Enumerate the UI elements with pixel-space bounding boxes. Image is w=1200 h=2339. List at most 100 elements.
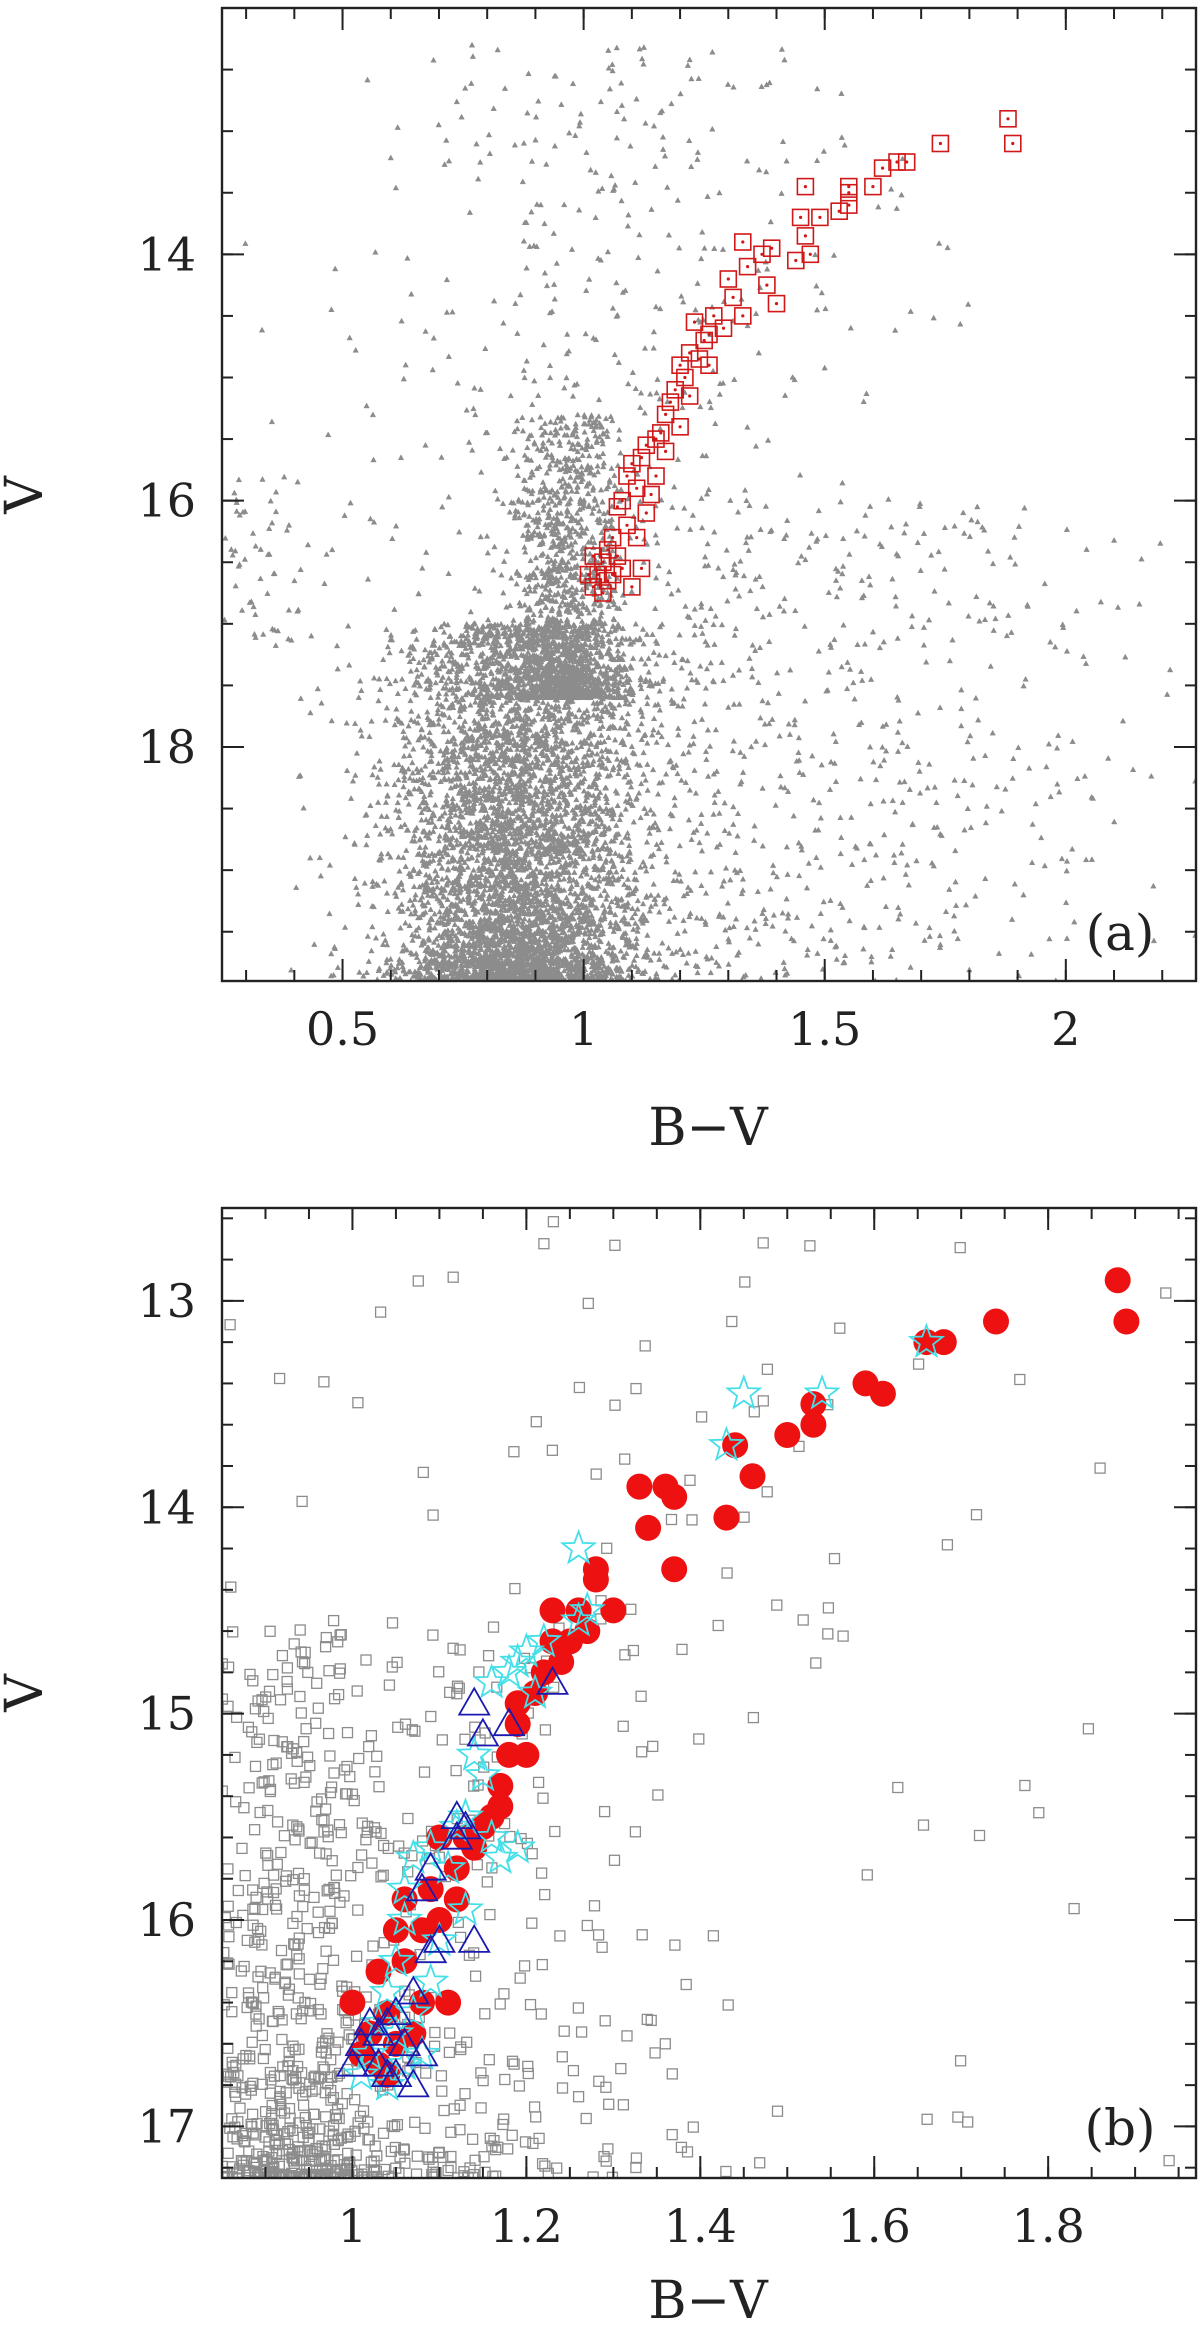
field-star-point: [581, 788, 586, 793]
field-star-point: [648, 893, 653, 898]
field-star-point: [635, 898, 640, 903]
field-star-point: [354, 750, 359, 755]
field-star-point: [458, 769, 463, 774]
field-star-point: [436, 691, 441, 696]
field-star-point: [600, 903, 605, 908]
field-star-point: [393, 678, 398, 683]
field-star-point: [377, 831, 382, 836]
field-star-point: [482, 887, 487, 892]
field-star-point: [399, 880, 404, 885]
field-star-point: [630, 656, 635, 661]
field-star-point: [328, 951, 333, 956]
field-star-point: [373, 935, 378, 940]
field-star-point: [312, 942, 317, 947]
field-star-point: [384, 705, 389, 710]
field-star-point: [672, 869, 677, 874]
field-star-point: [417, 845, 422, 850]
field-star-point: [640, 901, 645, 906]
field-star-point: [357, 678, 362, 683]
field-star-point: [699, 717, 704, 722]
field-star-point: [656, 951, 661, 956]
field-star-point: [638, 864, 643, 869]
field-star-point: [629, 744, 634, 749]
field-star-point: [626, 843, 631, 848]
field-star-point: [409, 932, 414, 937]
field-star-point: [605, 893, 610, 898]
field-star-point: [346, 662, 351, 667]
field-star-point: [659, 722, 664, 727]
field-star-point: [618, 812, 623, 817]
field-star-point: [441, 621, 446, 626]
field-star-point: [370, 772, 375, 777]
field-star-point: [376, 698, 381, 703]
field-star-point: [388, 632, 393, 637]
field-star-point: [383, 800, 388, 805]
field-star-point: [591, 758, 596, 763]
field-star-point: [666, 919, 671, 924]
field-star-point: [403, 864, 408, 869]
field-star-point: [650, 632, 655, 637]
field-star-point: [401, 753, 406, 758]
field-star-point: [433, 802, 438, 807]
field-star-point: [377, 758, 382, 763]
field-star-point: [581, 768, 586, 773]
field-star-point: [427, 730, 432, 735]
field-star-point: [681, 918, 686, 923]
field-star-point: [381, 931, 386, 936]
field-star-point: [653, 901, 658, 906]
field-star-point: [484, 745, 489, 750]
field-star-point: [657, 909, 662, 914]
field-star-point: [319, 700, 324, 705]
field-star-point: [413, 892, 418, 897]
field-star-point: [383, 718, 388, 723]
field-star-point: [395, 691, 400, 696]
field-star-point: [384, 890, 389, 895]
field-star-point: [642, 806, 647, 811]
field-star-point: [620, 867, 625, 872]
field-star-point: [452, 719, 457, 724]
field-star-point: [315, 686, 320, 691]
field-star-point: [436, 721, 441, 726]
field-star-point: [436, 943, 441, 948]
field-star-point: [518, 877, 523, 882]
field-star-point: [584, 708, 589, 713]
field-star-point: [377, 966, 382, 971]
field-star-point: [511, 893, 516, 898]
field-star-point: [650, 767, 655, 772]
field-star-point: [372, 764, 377, 769]
field-star-point: [708, 970, 713, 975]
field-star-point: [465, 745, 470, 750]
field-star-point: [695, 970, 700, 975]
field-star-point: [379, 814, 384, 819]
field-star-point: [411, 833, 416, 838]
field-star-point: [353, 773, 358, 778]
field-star-point: [468, 702, 473, 707]
field-star-point: [308, 710, 313, 715]
field-star-point: [672, 803, 677, 808]
series-a-0-small-triangle: [222, 42, 1198, 983]
field-star-point: [384, 627, 389, 632]
field-star-point: [590, 848, 595, 853]
field-star-point: [598, 893, 603, 898]
field-star-point: [446, 729, 451, 734]
field-star-point: [471, 867, 476, 872]
field-star-point: [412, 897, 417, 902]
field-star-point: [452, 824, 457, 829]
field-star-point: [608, 920, 613, 925]
field-star-point: [428, 789, 433, 794]
field-star-point: [417, 836, 422, 841]
field-star-point: [419, 817, 424, 822]
field-star-point: [370, 879, 375, 884]
field-star-point: [657, 957, 662, 962]
field-star-point: [574, 745, 579, 750]
field-star-point: [645, 762, 650, 767]
field-star-point: [388, 956, 393, 961]
field-star-point: [425, 709, 430, 714]
field-star-point: [394, 706, 399, 711]
field-star-point: [444, 793, 449, 798]
field-star-point: [399, 902, 404, 907]
field-star-point: [384, 676, 389, 681]
field-star-point: [436, 716, 441, 721]
field-star-point: [614, 756, 619, 761]
field-star-point: [356, 902, 361, 907]
